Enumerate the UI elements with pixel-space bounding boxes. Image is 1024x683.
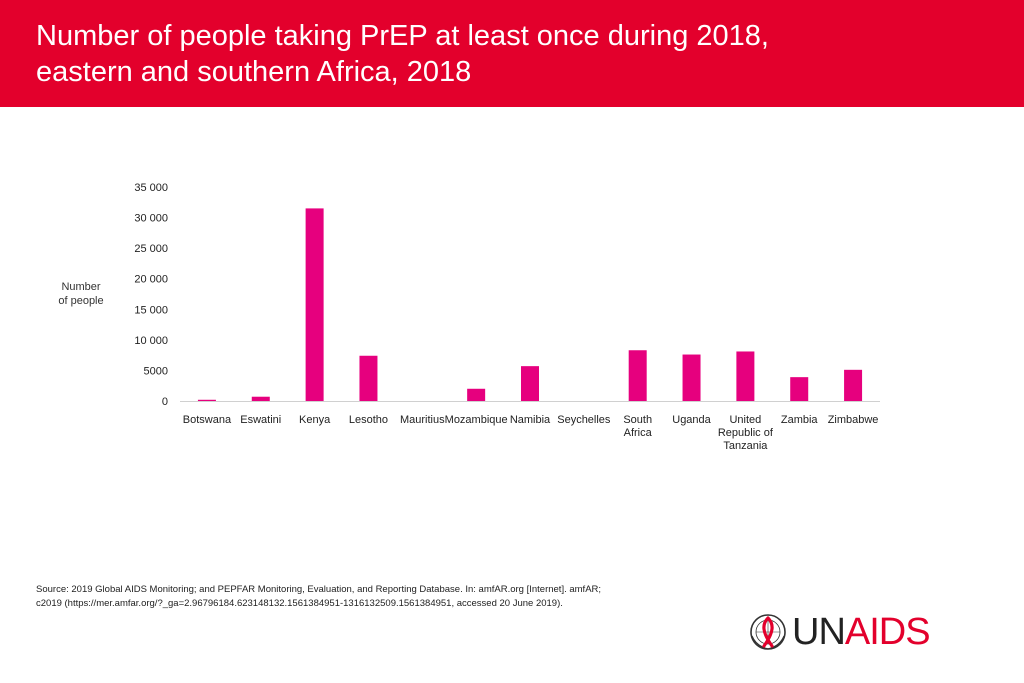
y-axis-label-line-1: Number	[61, 281, 101, 293]
x-tick-label-line: Tanzania	[723, 440, 768, 452]
x-tick-label-line: Zambia	[781, 414, 819, 426]
unaids-logo: UNAIDS	[748, 612, 948, 652]
x-tick-label-line: Seychelles	[557, 414, 611, 426]
y-tick-label: 20 000	[134, 274, 168, 286]
logo-wordmark: UNAIDS	[792, 611, 931, 653]
source-line-1: Source: 2019 Global AIDS Monitoring; and…	[36, 583, 736, 597]
x-tick-label-line: Mauritius	[400, 414, 445, 426]
title-line-2: eastern and southern Africa, 2018	[36, 56, 472, 88]
x-tick-label-line: Kenya	[299, 414, 331, 426]
bar	[197, 399, 216, 401]
y-tick-label: 10 000	[134, 335, 168, 347]
x-tick-label: Mauritius	[400, 414, 445, 426]
bar	[305, 208, 324, 401]
page-title: Number of people taking PrEP at least on…	[36, 18, 976, 90]
logo-text-aids: AIDS	[844, 611, 931, 653]
x-tick-label: Uganda	[672, 414, 711, 426]
y-axis-label-line-2: of people	[58, 295, 104, 307]
x-tick-label: Zambia	[781, 414, 819, 426]
y-tick-label: 25 000	[134, 243, 168, 255]
bar	[467, 388, 486, 401]
title-banner: Number of people taking PrEP at least on…	[0, 0, 1024, 107]
x-tick-label: Namibia	[510, 414, 551, 426]
y-axis-label: Number of people	[50, 280, 112, 308]
bar	[682, 354, 701, 401]
x-tick-label: United Republic of Tanzania	[718, 414, 774, 452]
x-tick-label-line: Republic of	[718, 427, 774, 439]
x-tick-label-line: Eswatini	[240, 414, 281, 426]
x-tick-label-line: Namibia	[510, 414, 551, 426]
x-tick-label: Kenya	[299, 414, 331, 426]
title-line-1: Number of people taking PrEP at least on…	[36, 20, 769, 52]
x-tick-label-line: South	[623, 414, 652, 426]
x-tick-label-line: United	[729, 414, 761, 426]
x-tick-label: Mozambique	[445, 414, 508, 426]
x-tick-label-line: Mozambique	[445, 414, 508, 426]
bar	[359, 355, 378, 401]
x-tick-label: Botswana	[183, 414, 232, 426]
bar	[844, 369, 863, 401]
x-tick-label: Lesotho	[349, 414, 388, 426]
y-tick-label: 15 000	[134, 304, 168, 316]
bar	[736, 351, 755, 401]
x-tick-label-line: Lesotho	[349, 414, 388, 426]
source-text-1: 2019 Global AIDS Monitoring; and PEPFAR …	[68, 584, 602, 595]
x-tick-label: Eswatini	[240, 414, 281, 426]
bar	[251, 396, 270, 401]
x-tick-label-line: Botswana	[183, 414, 232, 426]
y-tick-label: 30 000	[134, 213, 168, 225]
bar	[628, 350, 647, 401]
source-line-2: c2019 (https://mer.amfar.org/?_ga=2.9679…	[36, 598, 563, 609]
bar	[790, 377, 809, 401]
x-tick-label-line: Uganda	[672, 414, 711, 426]
x-tick-label: Zimbabwe	[828, 414, 879, 426]
source-label: Source:	[36, 584, 69, 595]
y-tick-label: 5000	[144, 365, 168, 377]
y-tick-label: 35 000	[134, 182, 168, 194]
un-emblem-ribbon-icon	[750, 614, 786, 650]
x-tick-label-line: Zimbabwe	[828, 414, 879, 426]
x-tick-label-line: Africa	[624, 427, 653, 439]
source-note: Source: 2019 Global AIDS Monitoring; and…	[36, 583, 736, 611]
logo-text-un: UN	[792, 611, 846, 653]
y-tick-label: 0	[162, 396, 168, 408]
bar	[521, 366, 539, 401]
x-tick-label: Seychelles	[557, 414, 611, 426]
x-tick-label: South Africa	[623, 414, 652, 439]
